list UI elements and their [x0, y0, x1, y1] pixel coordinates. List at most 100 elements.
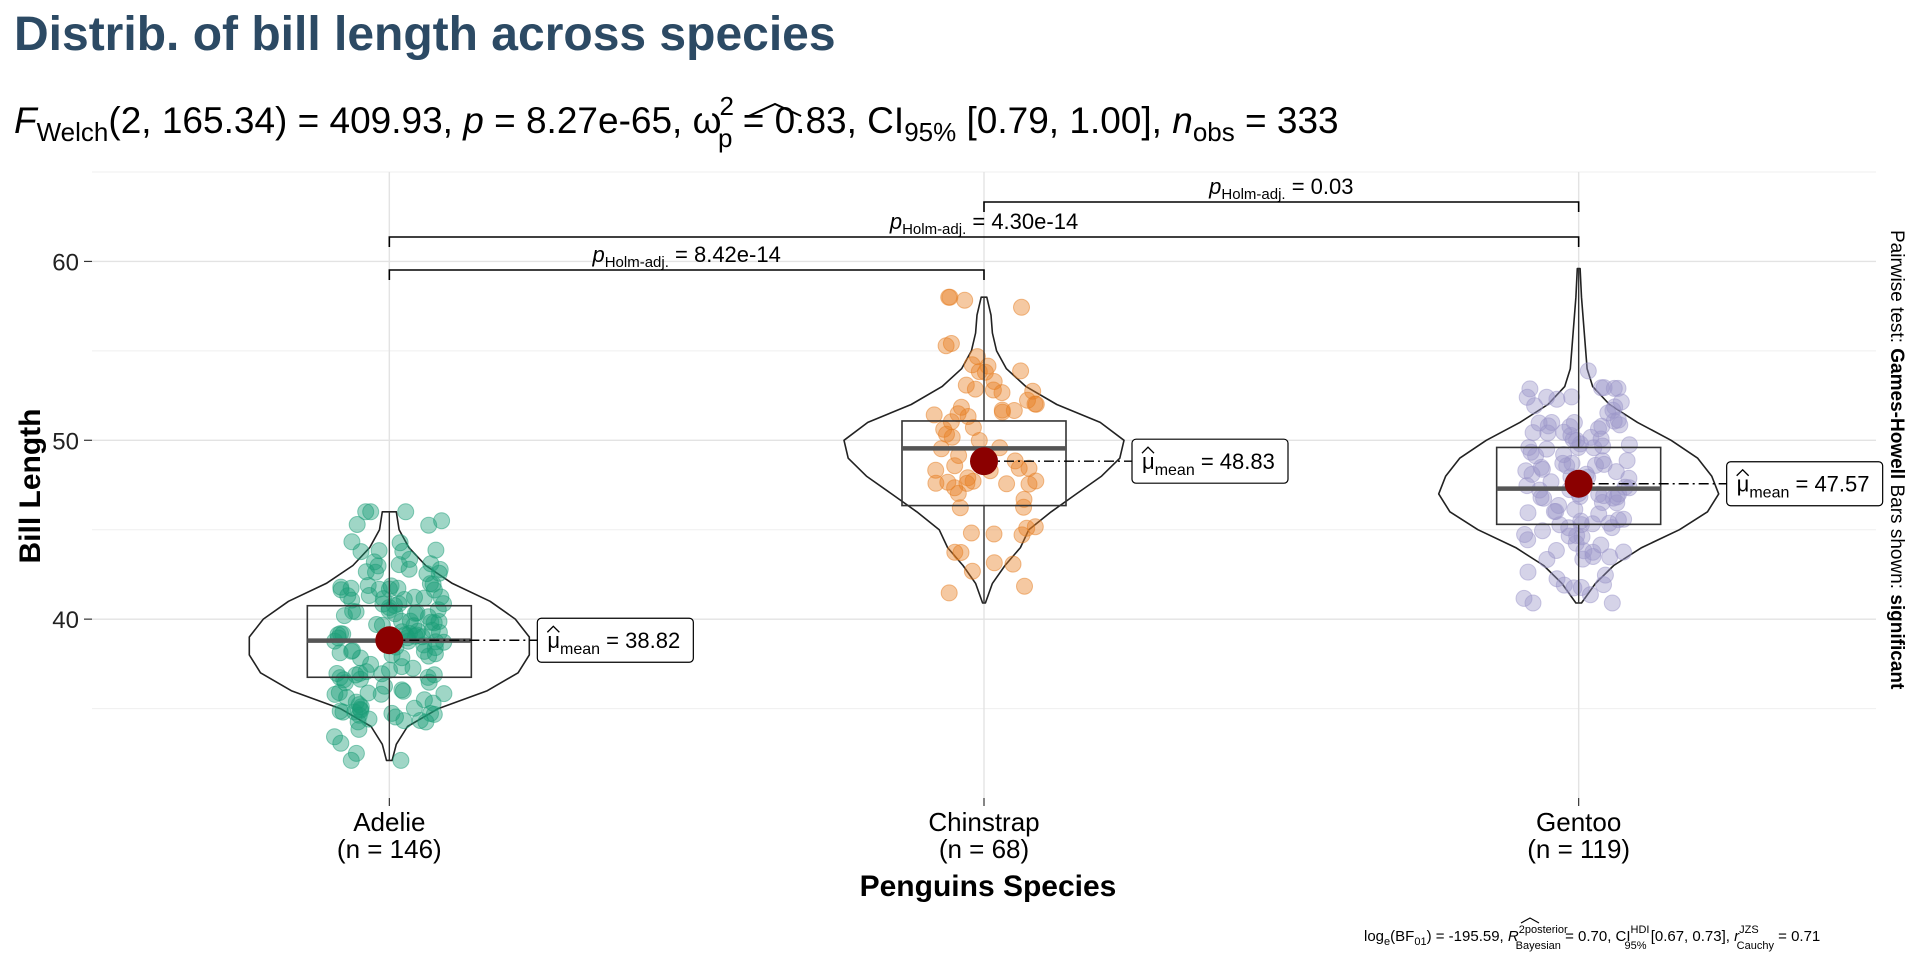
jitter-points [326, 288, 1638, 769]
data-point [418, 565, 436, 583]
violin-chinstrap [843, 296, 1125, 604]
data-point [1519, 504, 1537, 522]
data-point [393, 649, 411, 667]
data-point [1581, 586, 1599, 604]
subtitle-p: p [462, 100, 484, 141]
data-point [1519, 563, 1537, 581]
x-tick-label: Adelie [353, 807, 425, 837]
omega-hat [748, 102, 802, 117]
side-note-prefix: Pairwise test: [1886, 230, 1907, 348]
data-point [415, 589, 433, 607]
subtitle-df: (2, 165.34) = 409.93, [108, 100, 453, 141]
caption-ci-sup: HDI [1631, 924, 1650, 936]
bracket-label: pHolm-adj. = 0.03 [1208, 174, 1353, 203]
data-point [433, 512, 451, 530]
caption-bf-value: ) = -195.59, [1427, 928, 1504, 945]
data-point [951, 499, 969, 517]
data-point [1561, 418, 1579, 436]
data-point [1595, 379, 1613, 397]
data-point [368, 616, 386, 633]
data-point [925, 406, 943, 424]
bracket-p: p [889, 209, 902, 234]
mean-point [970, 447, 998, 476]
caption-r2-sup: 2 [1519, 924, 1525, 936]
mean-label-text: μmean = 48.83 [1142, 449, 1275, 479]
caption-r-value: = 0.71 [1774, 928, 1820, 945]
caption-log: log [1364, 928, 1384, 945]
data-point [1592, 430, 1610, 448]
data-point [435, 685, 453, 703]
bracket [388, 269, 985, 280]
data-point [1548, 390, 1566, 408]
x-tick-label: Chinstrap [928, 807, 1039, 837]
subtitle-f: F [14, 100, 39, 141]
mean-label-text: μmean = 38.82 [547, 628, 680, 658]
mean-label-value: = 38.82 [600, 628, 680, 653]
data-point [940, 584, 958, 602]
box-chinstrap [901, 420, 1067, 507]
data-point [1516, 526, 1534, 543]
x-tick-n-label: (n = 119) [1527, 834, 1630, 864]
data-point [946, 457, 964, 475]
data-point [357, 503, 375, 521]
data-point [1555, 576, 1573, 594]
data-point [952, 398, 970, 416]
violin-gentoo [1437, 267, 1720, 604]
mean-point [1564, 469, 1593, 498]
caption-r2-sup-label: posterior [1525, 924, 1568, 936]
data-point [372, 685, 390, 703]
y-tick-label: 50 [52, 428, 79, 455]
mean-label: μmean = 47.57 [1726, 461, 1884, 507]
x-tick-label: Gentoo [1536, 807, 1621, 837]
data-point [1579, 362, 1597, 380]
data-point [393, 612, 410, 630]
data-point [956, 291, 974, 309]
subtitle-ci-sub: 95% [904, 117, 956, 147]
data-point [1012, 362, 1030, 380]
data-point [1024, 382, 1042, 400]
data-point [1566, 500, 1584, 518]
data-point [1013, 298, 1030, 316]
bracket-p-sub: Holm-adj. [902, 221, 966, 238]
data-point [962, 524, 980, 542]
data-point [1593, 494, 1611, 511]
bracket-p-sub: Holm-adj. [605, 254, 669, 271]
data-point [985, 525, 1003, 543]
data-point [348, 516, 366, 533]
data-point [360, 587, 378, 604]
subtitle-f-sub: Welch [37, 117, 109, 147]
data-point [1620, 469, 1638, 487]
caption-r2-value: = 0.70, CI [1561, 928, 1631, 945]
data-point [1547, 542, 1565, 559]
data-point [394, 542, 412, 560]
violin-adelie [248, 511, 531, 762]
data-point [968, 348, 986, 366]
caption-r-sup: JZS [1739, 924, 1759, 936]
bracket-p-value: = 8.42e-14 [669, 242, 781, 267]
caption-log-sub: e [1384, 936, 1390, 948]
data-point [1609, 379, 1627, 397]
data-point [1016, 577, 1033, 595]
bracket-label: pHolm-adj. = 8.42e-14 [591, 242, 780, 271]
data-point [400, 560, 418, 578]
data-point [1539, 417, 1557, 435]
data-point [370, 542, 388, 560]
data-point [1555, 446, 1573, 464]
data-point [1020, 459, 1038, 477]
y-axis-title: Bill Length [14, 409, 47, 564]
data-point [392, 751, 410, 769]
box-gentoo [1495, 446, 1662, 526]
data-point [963, 356, 981, 374]
data-point [1548, 570, 1566, 588]
data-point [1538, 388, 1556, 406]
data-point [1615, 543, 1632, 561]
data-point [1526, 397, 1544, 415]
data-point [422, 555, 440, 573]
bracket-p-value: = 4.30e-14 [966, 209, 1078, 234]
data-point [1538, 440, 1556, 458]
side-note-middle: Bars shown: [1886, 479, 1907, 594]
data-point [335, 607, 353, 625]
data-point [420, 647, 438, 665]
data-point [1013, 526, 1031, 544]
